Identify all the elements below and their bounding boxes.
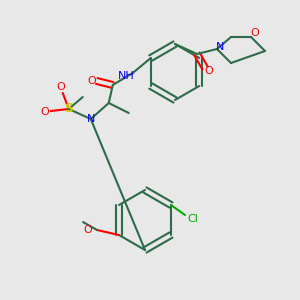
Text: O: O (40, 107, 49, 117)
Text: NH: NH (117, 71, 134, 81)
Text: Cl: Cl (188, 214, 198, 224)
Text: O: O (87, 76, 96, 86)
Text: O: O (205, 66, 213, 76)
Text: N: N (87, 114, 95, 124)
Text: O: O (250, 28, 260, 38)
Text: O: O (56, 82, 65, 92)
Text: S: S (64, 103, 73, 116)
Text: N: N (216, 42, 224, 52)
Text: O: O (84, 225, 92, 235)
